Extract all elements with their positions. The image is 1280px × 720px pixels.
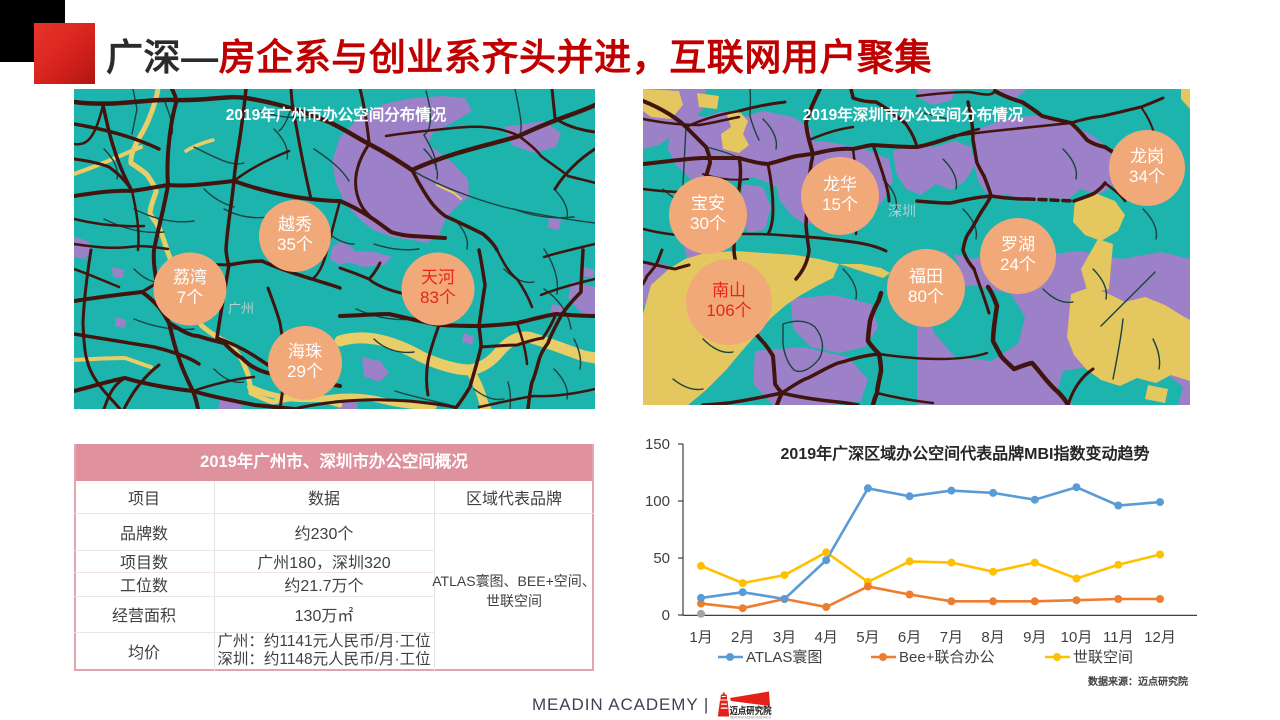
svg-text:罗湖: 罗湖 — [1001, 235, 1035, 254]
svg-text:广州: 广州 — [228, 301, 254, 316]
svg-text:海珠: 海珠 — [288, 342, 322, 361]
svg-text:ATLAS寰图: ATLAS寰图 — [746, 648, 822, 666]
svg-text:0: 0 — [662, 607, 670, 624]
svg-text:50: 50 — [653, 550, 670, 567]
svg-text:2019年广深区域办公空间代表品牌MBI指数变动趋势: 2019年广深区域办公空间代表品牌MBI指数变动趋势 — [781, 444, 1150, 463]
svg-text:150: 150 — [645, 436, 670, 453]
svg-text:龙岗: 龙岗 — [1130, 147, 1164, 166]
svg-text:2019年广州市办公空间分布情况: 2019年广州市办公空间分布情况 — [226, 105, 447, 124]
svg-text:10月: 10月 — [1061, 629, 1093, 646]
svg-text:MEADIN ACADEMY RESEARCH: MEADIN ACADEMY RESEARCH — [730, 716, 772, 720]
svg-text:天河: 天河 — [421, 268, 455, 287]
svg-text:83个: 83个 — [420, 288, 456, 307]
svg-text:世联空间: 世联空间 — [1073, 649, 1133, 666]
svg-text:南山: 南山 — [712, 281, 746, 300]
svg-text:4月: 4月 — [815, 629, 838, 646]
svg-text:龙华: 龙华 — [823, 175, 857, 194]
svg-text:1月: 1月 — [689, 629, 712, 646]
svg-text:34个: 34个 — [1129, 167, 1165, 186]
svg-text:2月: 2月 — [731, 629, 754, 646]
svg-text:106个: 106个 — [706, 301, 751, 320]
svg-text:8月: 8月 — [981, 629, 1004, 646]
svg-text:迈点研究院: 迈点研究院 — [730, 705, 772, 717]
svg-text:福田: 福田 — [909, 267, 943, 286]
svg-text:80个: 80个 — [908, 287, 944, 306]
svg-text:荔湾: 荔湾 — [173, 268, 207, 287]
svg-text:100: 100 — [645, 493, 670, 510]
svg-text:11月: 11月 — [1103, 629, 1134, 646]
svg-text:Bee+联合办公: Bee+联合办公 — [899, 649, 994, 666]
svg-text:15个: 15个 — [822, 195, 858, 214]
svg-text:9月: 9月 — [1023, 629, 1046, 646]
svg-text:24个: 24个 — [1000, 255, 1036, 274]
svg-text:7月: 7月 — [940, 629, 963, 646]
svg-text:越秀: 越秀 — [278, 215, 312, 234]
svg-text:2019年深圳市办公空间分布情况: 2019年深圳市办公空间分布情况 — [803, 105, 1024, 124]
svg-text:宝安: 宝安 — [691, 194, 725, 213]
svg-text:6月: 6月 — [898, 629, 921, 646]
svg-text:30个: 30个 — [690, 214, 726, 233]
svg-text:5月: 5月 — [856, 629, 879, 646]
svg-text:深圳: 深圳 — [888, 203, 916, 219]
svg-text:3月: 3月 — [773, 629, 796, 646]
svg-text:35个: 35个 — [277, 235, 313, 254]
svg-text:12月: 12月 — [1144, 629, 1176, 646]
svg-text:29个: 29个 — [287, 362, 323, 381]
svg-text:7个: 7个 — [177, 288, 203, 307]
